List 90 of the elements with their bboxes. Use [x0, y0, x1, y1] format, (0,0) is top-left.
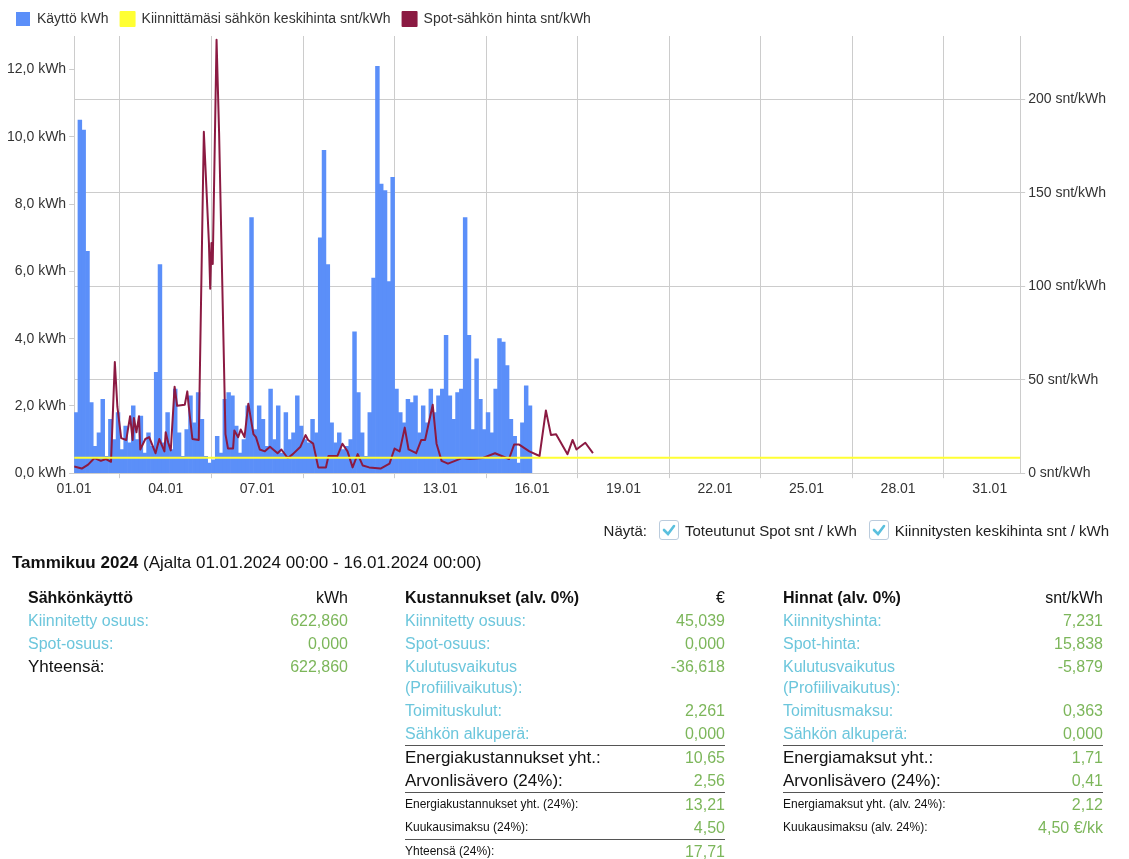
- text: 622,860: [289, 657, 348, 677]
- text: Energiakustannukset yht. (24%):: [405, 792, 605, 816]
- text: Energiamaksut yht.:: [783, 745, 983, 769]
- text: Arvonlisävero (24%):: [783, 770, 942, 792]
- x-tick-label: 13.01: [422, 480, 459, 497]
- x-tick-label: 16.01: [514, 480, 550, 497]
- text: Kiinnitetty osuus:: [28, 611, 150, 631]
- text: Yhteensä (24%):: [405, 839, 605, 859]
- bar: [390, 176, 395, 474]
- y-tick-label: 12,0 kWh: [7, 60, 67, 77]
- y2-tick-label: 150 snt/kWh: [1028, 183, 1107, 200]
- text: 0,363: [1061, 701, 1103, 721]
- x-tick-label: 04.01: [148, 480, 184, 497]
- text: Spot-osuus:: [405, 634, 492, 654]
- y-tick-label: 0,0 kWh: [14, 464, 67, 481]
- text: Kuukausimaksu (24%):: [405, 819, 530, 836]
- text: €: [715, 588, 725, 608]
- text: Energiakustannukset yht.:: [405, 745, 605, 769]
- y-tick-label: 2,0 kWh: [14, 396, 67, 413]
- legend-label: Kiinnittämäsi sähkön keskihinta snt/kWh: [141, 9, 391, 26]
- text: Tammikuu 2024: [12, 553, 139, 572]
- y2-tick-label: 0 snt/kWh: [1028, 464, 1091, 481]
- text: snt/kWh: [1044, 588, 1103, 608]
- x-tick-label: 31.01: [972, 480, 1008, 497]
- y2-tick-label: 50 snt/kWh: [1028, 370, 1099, 387]
- text: 0,000: [683, 724, 725, 744]
- x-tick-label: 01.01: [56, 480, 92, 497]
- bar: [501, 341, 506, 474]
- text: 10,65: [605, 745, 725, 769]
- text: Sähkön alkuperä:: [783, 724, 909, 744]
- bar: [352, 331, 357, 474]
- x-tick-label: 19.01: [605, 480, 642, 497]
- text: Kiinnitetty osuus:: [405, 611, 527, 631]
- y2-tick-label: 200 snt/kWh: [1028, 90, 1107, 107]
- text: Näytä:: [603, 521, 647, 539]
- x-tick-label: 28.01: [880, 480, 916, 497]
- bar: [268, 388, 273, 474]
- x-tick-label: 25.01: [789, 480, 825, 497]
- text: 2,12: [983, 792, 1103, 816]
- text: (Ajalta 01.01.2024 00:00 - 16.01.2024 00:00): [143, 553, 482, 572]
- bar: [474, 358, 479, 474]
- text: Kulutusvaikutus (Profiilivaikutus):: [405, 657, 524, 698]
- text: 15,838: [1053, 634, 1103, 654]
- text: Sähkön alkuperä:: [405, 724, 531, 744]
- text: Kulutusvaikutus (Profiilivaikutus):: [783, 657, 902, 698]
- text: 4,50: [692, 818, 725, 838]
- legend-label: Käyttö kWh: [37, 9, 109, 26]
- text: 1,71: [983, 745, 1103, 769]
- text: Kustannukset (alv. 0%): [405, 588, 580, 608]
- x-tick-label: 10.01: [331, 480, 367, 497]
- text: Spot-osuus:: [28, 634, 115, 654]
- text: Toimituskulut:: [405, 701, 503, 721]
- bar: [295, 395, 300, 474]
- text: -5,879: [1056, 657, 1103, 677]
- text: Kiinnityshinta:: [783, 611, 883, 631]
- text: Kiinnitysten keskihinta snt / kWh: [894, 521, 1109, 539]
- x-tick-label: 07.01: [239, 480, 275, 497]
- text: Toimitusmaksu:: [783, 701, 895, 721]
- text: Hinnat (alv. 0%): [783, 588, 902, 608]
- text: Sähkönkäyttö: [28, 588, 134, 608]
- text: 0,000: [1061, 724, 1103, 744]
- text: Toteutunut Spot snt / kWh: [684, 521, 857, 539]
- text: 7,231: [1061, 611, 1103, 631]
- text: 2,56: [692, 771, 725, 791]
- text: 13,21: [605, 792, 725, 816]
- text: 4,50 €/kk: [1037, 818, 1103, 838]
- text: 622,860: [289, 611, 348, 631]
- text: Arvonlisävero (24%):: [405, 770, 564, 792]
- text: 0,000: [683, 634, 725, 654]
- text: Yhteensä:: [28, 656, 106, 678]
- bar: [413, 395, 418, 474]
- text: 17,71: [605, 839, 725, 859]
- text: Energiamaksut yht. (alv. 24%):: [783, 792, 983, 816]
- bar: [249, 217, 254, 474]
- y-tick-label: 6,0 kWh: [14, 262, 67, 279]
- text: 0,000: [306, 634, 348, 654]
- y2-tick-label: 100 snt/kWh: [1028, 277, 1107, 294]
- text: Kuukausimaksu (alv. 24%):: [783, 819, 929, 836]
- y-tick-label: 8,0 kWh: [14, 195, 67, 212]
- bar: [375, 65, 380, 474]
- text: 45,039: [675, 611, 725, 631]
- text: kWh: [315, 588, 348, 608]
- y-tick-label: 4,0 kWh: [14, 329, 67, 346]
- text: Spot-hinta:: [783, 634, 862, 654]
- text: -36,618: [669, 657, 725, 677]
- y-tick-label: 10,0 kWh: [7, 127, 67, 144]
- text: 0,41: [1070, 771, 1103, 791]
- legend-label: Spot-sähkön hinta snt/kWh: [423, 9, 591, 26]
- x-tick-label: 22.01: [697, 480, 733, 497]
- text: 2,261: [683, 701, 725, 721]
